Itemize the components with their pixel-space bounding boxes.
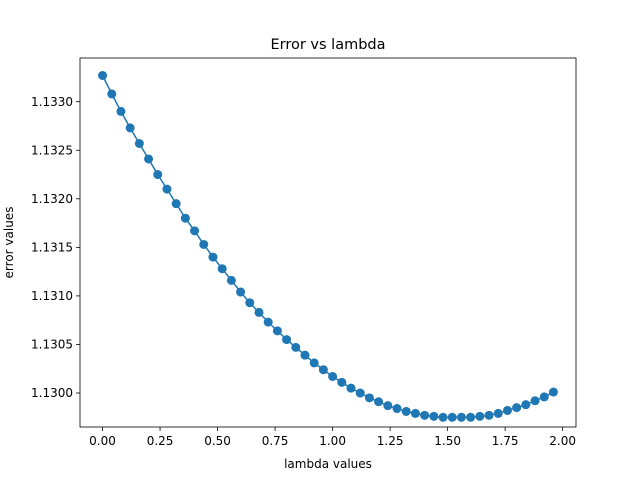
x-tick-label: 1.25: [377, 434, 404, 448]
data-point: [539, 392, 549, 402]
data-point: [309, 358, 319, 368]
data-point: [429, 411, 439, 421]
data-point: [521, 400, 531, 410]
x-axis-label: lambda values: [284, 457, 372, 471]
data-point: [180, 213, 190, 223]
data-point: [153, 170, 163, 180]
x-tick-label: 1.75: [492, 434, 519, 448]
x-tick-label: 0.50: [204, 434, 231, 448]
data-point: [337, 377, 347, 387]
data-point: [364, 393, 374, 403]
data-point: [374, 397, 384, 407]
data-point: [346, 383, 356, 393]
data-point: [502, 405, 512, 415]
data-point: [272, 326, 282, 336]
data-point: [420, 410, 430, 420]
y-tick-label: 1.1300: [31, 386, 73, 400]
data-point: [456, 412, 466, 422]
data-point: [116, 106, 126, 116]
data-point: [208, 252, 218, 262]
data-point: [438, 412, 448, 422]
y-tick-label: 1.1305: [31, 338, 73, 352]
data-point: [493, 408, 503, 418]
data-point: [171, 199, 181, 209]
y-tick-label: 1.1320: [31, 192, 73, 206]
x-axis-ticks: 0.00 0.25 0.50 0.75 1.00 1.25 1.50 1.75 2.00: [89, 427, 576, 448]
y-tick-label: 1.1310: [31, 289, 73, 303]
y-tick-label: 1.1315: [31, 241, 73, 255]
data-point: [410, 408, 420, 418]
data-point: [328, 372, 338, 382]
chart-title: Error vs lambda: [270, 37, 385, 53]
data-point: [300, 350, 310, 360]
x-tick-label: 0.25: [147, 434, 174, 448]
data-point: [107, 89, 117, 99]
plot-layer: [98, 70, 558, 422]
data-point: [401, 406, 411, 416]
y-tick-label: 1.1325: [31, 143, 73, 157]
data-point: [484, 410, 494, 420]
data-point: [355, 388, 365, 398]
data-point: [512, 403, 522, 413]
data-point: [217, 264, 227, 274]
y-axis-ticks: 1.1300 1.1305 1.1310 1.1315 1.1320 1.1325 1.13…: [31, 95, 80, 400]
x-tick-label: 0.75: [262, 434, 289, 448]
data-point: [392, 404, 402, 414]
data-point: [548, 387, 558, 397]
data-point: [226, 275, 236, 285]
data-point: [144, 154, 154, 164]
data-point: [254, 307, 264, 317]
data-point: [282, 335, 292, 345]
x-tick-label: 2.00: [549, 434, 576, 448]
data-point: [383, 401, 393, 411]
data-point: [199, 239, 209, 249]
data-point: [291, 342, 301, 352]
y-tick-label: 1.1330: [31, 95, 73, 109]
data-point: [530, 396, 540, 406]
data-point: [447, 412, 457, 422]
data-point: [263, 317, 273, 327]
data-point: [134, 138, 144, 148]
y-axis-label: error values: [2, 207, 16, 279]
data-point: [125, 123, 135, 133]
data-point: [98, 70, 108, 80]
data-point: [466, 412, 476, 422]
data-point: [475, 411, 485, 421]
x-tick-label: 1.50: [434, 434, 461, 448]
data-point: [190, 226, 200, 236]
x-tick-label: 1.00: [319, 434, 346, 448]
data-point: [162, 184, 172, 194]
data-point: [318, 365, 328, 375]
plot-frame: [79, 57, 577, 428]
data-point: [236, 287, 246, 297]
data-point: [245, 298, 255, 308]
x-tick-label: 0.00: [89, 434, 116, 448]
